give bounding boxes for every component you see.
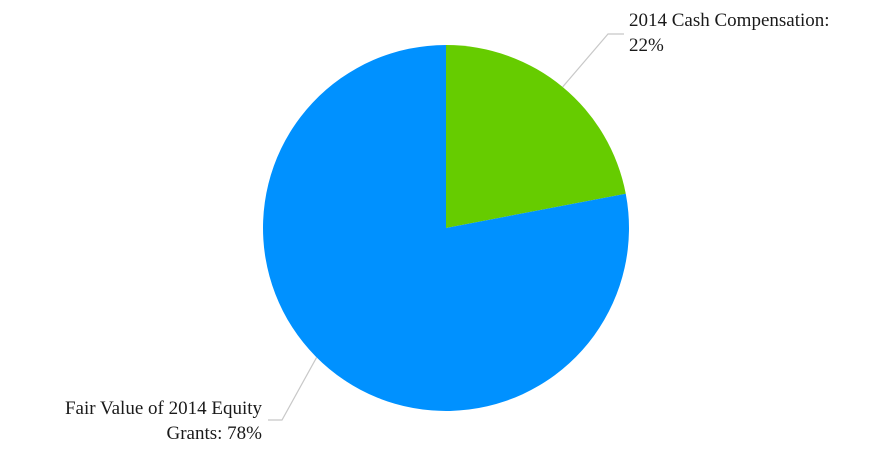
- slice-label-cash-compensation: 2014 Cash Compensation: 22%: [629, 8, 830, 58]
- slice-label-cash-line-1: 2014 Cash Compensation:: [629, 10, 830, 31]
- slice-label-equity-line-2: Grants: 78%: [166, 423, 262, 444]
- leader-line-cash-compensation: [562, 33, 624, 88]
- slice-label-equity-line-1: Fair Value of 2014 Equity: [64, 398, 262, 419]
- slice-label-equity-grants: Fair Value of 2014 Equity Grants: 78%: [65, 396, 262, 446]
- slice-label-cash-line-2: 22%: [629, 35, 664, 56]
- pie-slice-equity-grants: [263, 45, 630, 411]
- leader-line-equity-grants: [268, 357, 318, 421]
- pie-slice-cash-compensation: [446, 45, 626, 228]
